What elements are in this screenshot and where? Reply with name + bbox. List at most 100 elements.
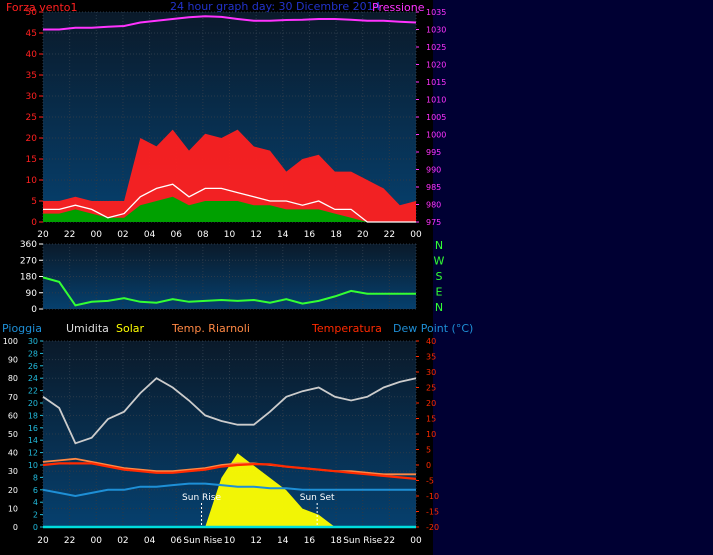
wind-base-area [43,196,416,222]
x-tick-label: 22 [384,536,395,546]
humidity-tick-label: 2 [33,511,38,520]
temp-tick-label: 25 [426,384,436,393]
x-tick-label: 20 [37,230,49,240]
compass-letter: S [436,270,443,283]
wind-title: Forza vento1 [6,1,78,14]
x-tick-label: 14 [277,536,289,546]
temp-tick-label: -10 [426,492,439,501]
wind-tick-label: 35 [26,71,37,81]
pressure-tick-label: 1030 [426,26,446,35]
temp-tick-label: 20 [426,399,436,408]
x-tick-label: 08 [197,230,209,240]
rain-tick-label: 10 [8,504,18,513]
humidity-tick-label: 16 [28,424,38,433]
x-tick-label: 02 [117,536,128,546]
wind-tick-label: 20 [26,134,38,144]
x-tick-label: Sun Rise [343,536,382,546]
pressure-line [43,15,417,31]
wind-gust-area [43,129,416,222]
x-tick-label: 04 [144,230,156,240]
solar-area [43,453,416,527]
humidity-tick-label: 4 [33,498,38,507]
compass-letter: W [434,255,445,268]
temp-tick-label: -15 [426,508,439,517]
wind-pressure-chart: 0510152025303540455097598098599099510001… [26,8,447,240]
temp-tick-label: 0 [426,461,431,470]
humidity-temperature-chart: Sun Rise Sun Set0102030405060708090100024… [3,337,439,546]
pressure-tick-label: 985 [426,183,441,192]
humidity-tick-label: 10 [28,461,38,470]
humidity-tick-label: 6 [33,486,38,495]
wind-tick-label: 10 [26,176,38,186]
pressure-title: Pressione [372,1,425,14]
humidity-tick-label: 26 [28,362,38,371]
compass-letter: N [435,239,443,252]
x-tick-label: 00 [410,536,422,546]
rain-tick-label: 20 [8,486,18,495]
pressure-tick-label: 1020 [426,61,446,70]
x-tick-label: 00 [91,230,103,240]
humidity-tick-label: 18 [28,411,38,420]
pressure-tick-label: 1005 [426,113,446,122]
rain-tick-label: 100 [3,337,18,346]
dewpoint-line [42,482,416,498]
rain-title: Pioggia [2,322,42,335]
humidity-tick-label: 20 [28,399,38,408]
humidity-line [42,377,417,445]
temp-tick-label: -5 [426,477,434,486]
wind-tick-label: 0 [31,218,37,228]
rain-tick-label: 40 [8,449,18,458]
wind-tick-label: 30 [26,92,38,102]
humidity-tick-label: 14 [28,436,38,445]
x-tick-label: 12 [250,536,261,546]
wind-tick-label: 5 [31,197,37,207]
wind-tick-label: 15 [26,155,37,165]
x-tick-label: 10 [224,536,236,546]
direction-tick-label: 270 [20,256,37,266]
humidity-tick-label: 12 [28,449,38,458]
rain-tick-label: 50 [8,430,18,439]
humidity-tick-label: 8 [33,473,38,482]
rain-tick-label: 70 [8,393,18,402]
temp-riarnoli-line [42,457,416,476]
rain-tick-label: 60 [8,411,18,420]
x-tick-label: 04 [144,536,156,546]
x-tick-label: 16 [304,536,316,546]
temp-riarnoli-title: Temp. Riarnoli [171,322,250,335]
pressure-tick-label: 1010 [426,96,446,105]
direction-tick-label: 180 [20,273,37,283]
sun-rise-label: Sun Rise [182,493,221,503]
x-tick-label: 06 [170,536,182,546]
wind-tick-label: 25 [26,113,37,123]
humidity-tick-label: 22 [28,387,38,396]
temp-tick-label: -20 [426,523,439,532]
x-tick-label: 16 [304,230,316,240]
pressure-tick-label: 1025 [426,43,446,52]
temp-tick-label: 35 [426,353,436,362]
temperature-line [42,462,417,480]
pressure-tick-label: 1015 [426,78,446,87]
x-tick-label: 02 [117,230,128,240]
temp-tick-label: 10 [426,430,436,439]
pressure-tick-label: 980 [426,201,441,210]
compass-letter: E [436,286,443,299]
x-tick-label: 22 [64,536,75,546]
pressure-tick-label: 995 [426,148,441,157]
temp-tick-label: 15 [426,415,436,424]
direction-tick-label: 0 [31,305,37,315]
wind-tick-label: 45 [26,29,37,39]
x-tick-label: 12 [250,230,261,240]
pressure-tick-label: 975 [426,218,441,227]
x-tick-label: Sun Rise [183,536,222,546]
pressure-tick-label: 990 [426,166,441,175]
temp-tick-label: 40 [426,337,436,346]
rain-tick-label: 80 [8,374,18,383]
temp-tick-label: 30 [426,368,436,377]
humidity-tick-label: 0 [33,523,38,532]
pressure-tick-label: 1035 [426,8,446,17]
humidity-title: Umidita [66,322,109,335]
sun-set-label: Sun Set [300,493,335,503]
header-title: 24 hour graph day: 30 Dicembre 2014 [170,0,381,13]
